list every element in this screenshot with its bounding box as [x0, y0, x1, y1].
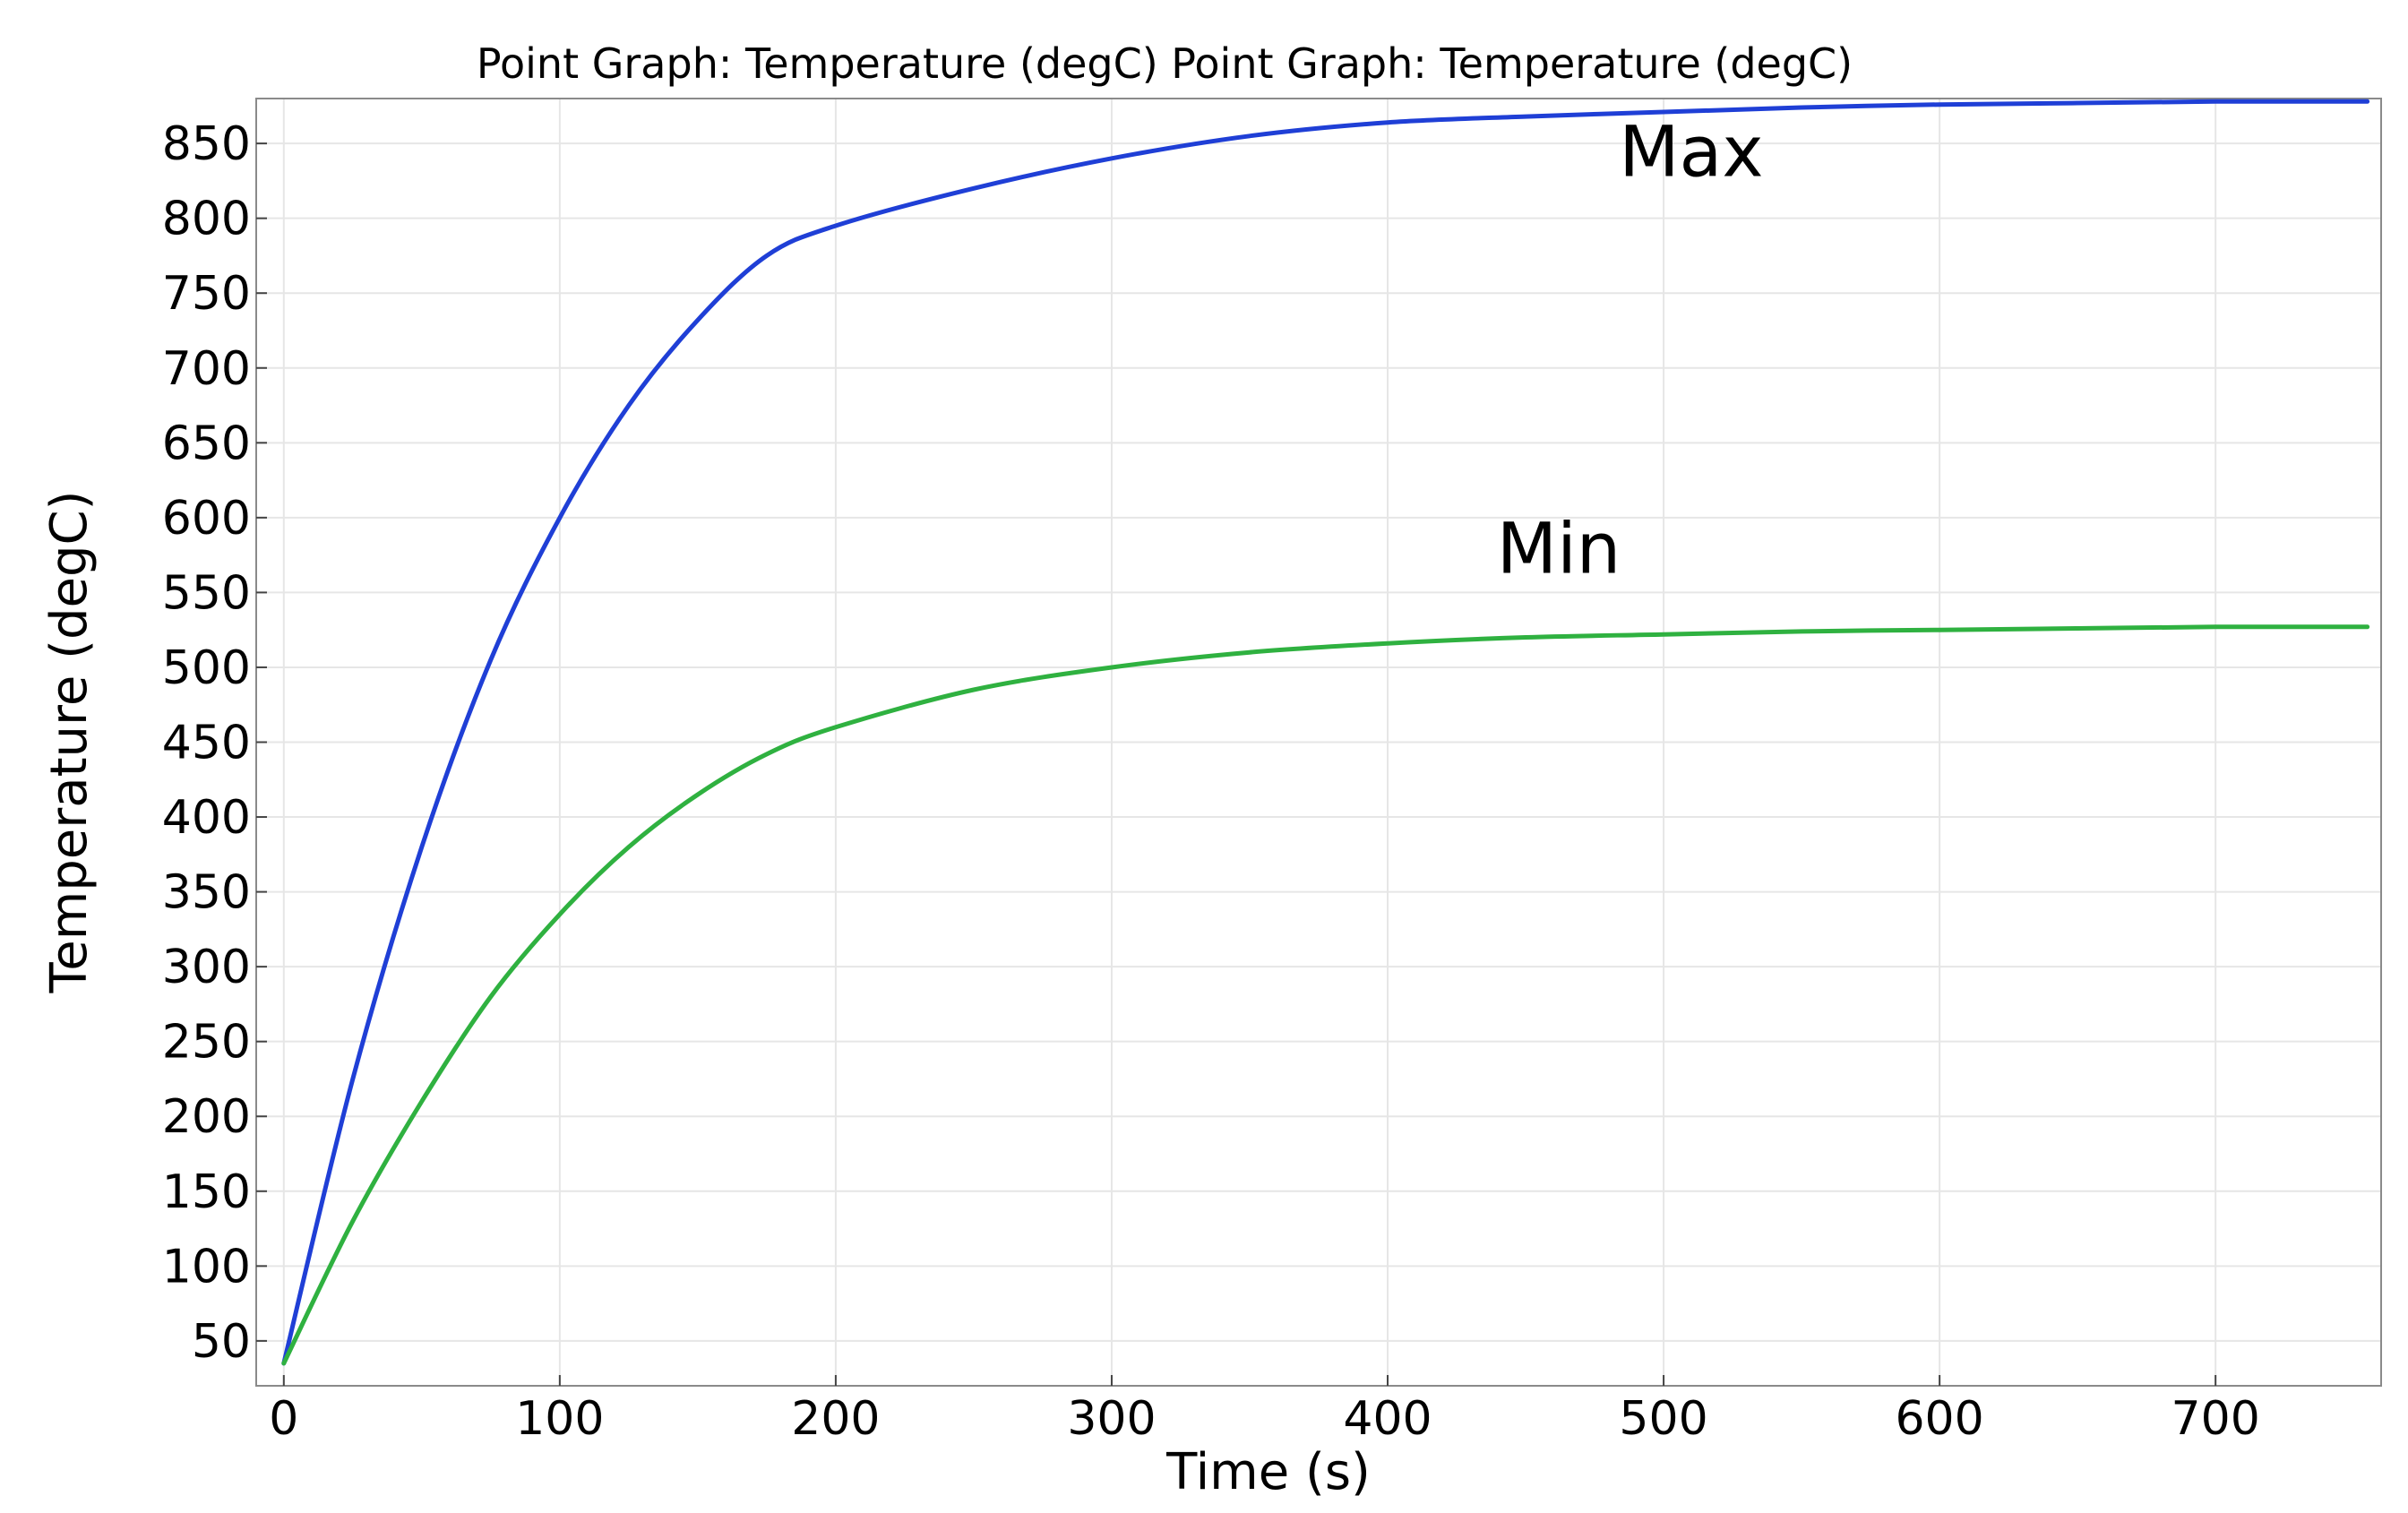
y-tick-label-2: 150	[162, 1165, 251, 1219]
grid	[256, 99, 2381, 1386]
y-tick-label-3: 200	[162, 1090, 251, 1144]
x-tick-label-6: 600	[1895, 1392, 1983, 1446]
x-tick-label-4: 400	[1343, 1392, 1432, 1446]
y-tick-label-9: 500	[162, 641, 251, 695]
annotation-max: Max	[1619, 112, 1763, 193]
y-tick-label-0: 50	[192, 1315, 251, 1369]
x-tick-label-0: 0	[269, 1392, 298, 1446]
series-line-max	[281, 99, 2370, 1366]
chart-title: Point Graph: Temperature (degC) Point Gr…	[477, 39, 1853, 88]
annotation-min: Min	[1497, 509, 1621, 589]
annotations: Max Min	[1497, 112, 1764, 589]
x-tick-label-7: 700	[2172, 1392, 2260, 1446]
x-tick-label-1: 100	[515, 1392, 604, 1446]
y-tick-label-10: 550	[162, 566, 251, 620]
y-tick-label-8: 450	[162, 717, 251, 770]
x-tick-label-2: 200	[791, 1392, 880, 1446]
series-line-min	[281, 624, 2370, 1366]
y-tick-label-11: 600	[162, 492, 251, 546]
y-tick-label-4: 250	[162, 1016, 251, 1070]
x-tick-label-5: 500	[1619, 1392, 1707, 1446]
y-tick-label-15: 800	[162, 193, 251, 246]
y-tick-label-1: 100	[162, 1240, 251, 1294]
x-tick-label-3: 300	[1067, 1392, 1156, 1446]
y-tick-label-6: 350	[162, 866, 251, 920]
x-axis-label: Time (s)	[1165, 1443, 1371, 1501]
y-tick-label-5: 300	[162, 941, 251, 994]
y-tick-label-16: 850	[162, 117, 251, 171]
series-lines	[281, 99, 2370, 1366]
y-tick-label-7: 400	[162, 791, 251, 845]
y-tick-label-13: 700	[162, 342, 251, 396]
y-tick-label-12: 650	[162, 417, 251, 470]
y-tick-label-14: 750	[162, 267, 251, 321]
y-axis-label: Temperature (degC)	[40, 491, 99, 994]
axis-ticks: 0 100 200 300 400 500 600 700 50 100 150 200 250 300 3…	[162, 117, 2260, 1446]
